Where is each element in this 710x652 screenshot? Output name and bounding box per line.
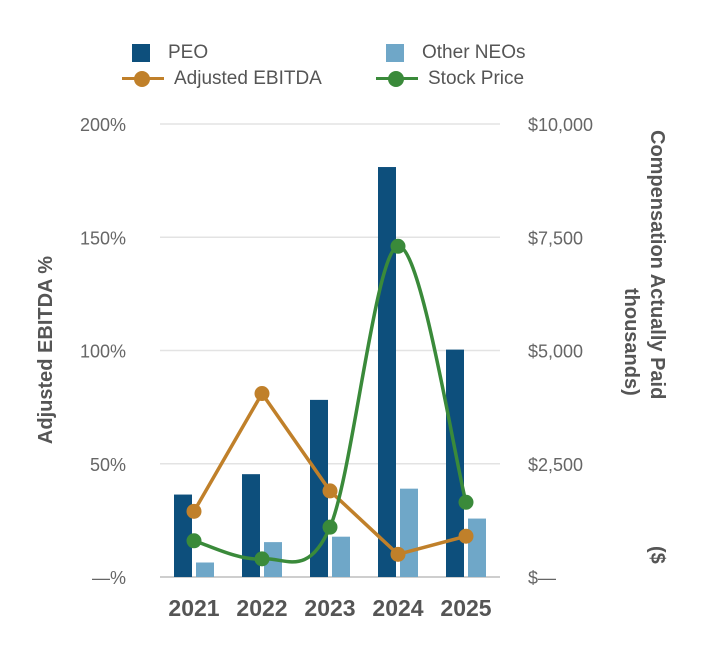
gridlines xyxy=(160,123,500,578)
axis-ticks: —% 50% 100% 150% 200% $— $2,500 $5,000 $7,500 $10… xyxy=(80,115,593,588)
legend-label-other-neos: Other NEOs xyxy=(422,42,526,63)
stock-price-point xyxy=(458,494,474,510)
right-axis-label-line1: Compensation Actually Paid xyxy=(646,130,668,399)
left-tick-label: 50% xyxy=(90,455,126,475)
peo-swatch xyxy=(132,44,150,62)
stock-price-point xyxy=(390,238,406,254)
bars xyxy=(174,167,486,577)
right-tick-label: $10,000 xyxy=(528,115,593,135)
adjusted-ebitda-point xyxy=(322,483,338,499)
right-tick-label: $— xyxy=(528,568,556,588)
legend-item-stock-price: Stock Price xyxy=(376,68,524,90)
x-axis-ticks: 2021 2022 2023 2024 2025 xyxy=(168,595,491,621)
stock-price-swatch xyxy=(376,70,418,88)
bar-other-neos xyxy=(196,562,214,577)
right-tick-label: $7,500 xyxy=(528,228,583,248)
stock-price-point xyxy=(322,519,338,535)
bar-peo xyxy=(310,399,328,577)
legend-item-other-neos: Other NEOs xyxy=(386,42,525,64)
adjusted-ebitda-point xyxy=(458,528,474,544)
right-tick-label: $5,000 xyxy=(528,342,583,362)
right-axis-label-line3: ($ xyxy=(646,546,668,564)
x-tick-label: 2022 xyxy=(236,595,287,621)
bar-peo xyxy=(174,494,192,577)
left-tick-label: —% xyxy=(92,568,126,588)
x-tick-label: 2021 xyxy=(168,595,219,621)
legend-label-adjusted-ebitda: Adjusted EBITDA xyxy=(174,68,322,89)
x-tick-label: 2025 xyxy=(440,595,491,621)
other-neos-swatch xyxy=(386,44,404,62)
bar-other-neos xyxy=(468,518,486,577)
legend-item-peo: PEO xyxy=(132,42,208,64)
stock-price-point xyxy=(186,533,202,549)
left-axis-label: Adjusted EBITDA % xyxy=(35,256,57,444)
adjusted-ebitda-swatch xyxy=(122,70,164,88)
adjusted-ebitda-point xyxy=(254,386,270,402)
stock-price-line xyxy=(193,244,468,564)
x-tick-label: 2024 xyxy=(372,595,423,621)
right-tick-label: $2,500 xyxy=(528,455,583,475)
adjusted-ebitda-point xyxy=(390,546,406,562)
legend-label-peo: PEO xyxy=(168,42,209,63)
bar-peo xyxy=(242,474,260,577)
lines xyxy=(186,238,474,567)
left-tick-label: 150% xyxy=(80,228,126,248)
bar-other-neos xyxy=(332,536,350,577)
stock-price-point xyxy=(254,551,270,567)
bar-peo xyxy=(446,349,464,577)
left-tick-label: 100% xyxy=(80,342,126,362)
x-tick-label: 2023 xyxy=(304,595,355,621)
bar-peo xyxy=(378,167,396,577)
right-axis-label-line2: thousands) xyxy=(620,288,642,396)
bar-other-neos xyxy=(400,488,418,577)
adjusted-ebitda-point xyxy=(186,503,202,519)
legend-label-stock-price: Stock Price xyxy=(428,68,525,89)
left-tick-label: 200% xyxy=(80,115,126,135)
legend-item-adjusted-ebitda: Adjusted EBITDA xyxy=(122,68,322,90)
